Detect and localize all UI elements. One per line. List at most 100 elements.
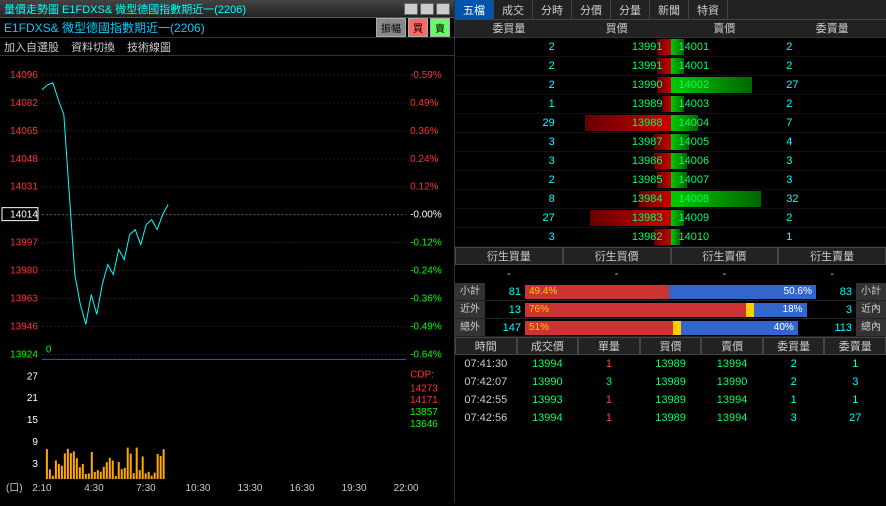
window-title: 量價走勢圖 E1FDXS& 微型德國指數期近一(2206) [4,1,246,17]
derived-header: 衍生賣價 [671,247,779,265]
svg-text:14096: 14096 [10,70,38,81]
tt-qty: 1 [578,391,640,409]
svg-text:13857: 13857 [410,407,438,418]
ob-cell: 14008 [671,193,779,205]
derived-header: 衍生買量 [455,247,563,265]
minimize-icon[interactable]: ▭ [420,3,434,15]
tab[interactable]: 分時 [533,0,572,20]
svg-text:19:30: 19:30 [342,483,367,494]
sell-button[interactable]: 賣 [430,18,450,37]
ob-cell: 13986 [563,155,671,167]
summary-val-left: 13 [485,304,525,316]
svg-text:-0.36%: -0.36% [410,293,442,304]
svg-text:14273: 14273 [410,383,438,394]
menu-item[interactable]: 資料切換 [71,39,115,55]
tab[interactable]: 分價 [572,0,611,20]
svg-text:4:30: 4:30 [84,483,104,494]
tt-time: 07:41:30 [455,355,517,373]
summary-bar-red: 76% [525,303,746,317]
ob-cell: 1 [778,231,886,243]
ob-header-cell: 賣價 [671,20,779,37]
trade-row: 07:42:56 13994 1 13989 13994 3 27 [455,409,886,427]
tt-ask: 13994 [701,355,763,373]
ob-cell: 2 [778,98,886,110]
ob-cell: 13991 [563,41,671,53]
svg-text:(口): (口) [6,483,23,494]
ob-cell: 13984 [563,193,671,205]
ob-cell: 14009 [671,212,779,224]
sub-header: E1FDXS& 微型德國指數期近一(2206) 振幅 買 賣 [0,18,454,38]
tab[interactable]: 分量 [611,0,650,20]
ob-cell: 13989 [563,98,671,110]
svg-text:0: 0 [46,344,52,355]
ob-cell: 13987 [563,136,671,148]
tt-header: 買價 [640,337,702,355]
summary-val-left: 81 [485,286,525,298]
svg-text:14082: 14082 [10,98,38,109]
ob-cell: 14003 [671,98,779,110]
close-icon[interactable]: ✕ [436,3,450,15]
ob-header-cell: 委賣量 [778,20,886,37]
tt-av: 27 [824,409,886,427]
ob-cell: 13988 [563,117,671,129]
svg-text:CDP:: CDP: [410,369,434,380]
ob-cell: 14002 [671,79,779,91]
summary-bar-red: 49.4% [525,285,669,299]
tab[interactable]: 成交 [494,0,533,20]
ob-cell: 2 [778,212,886,224]
tt-av: 1 [824,391,886,409]
summary-label-left: 近外 [455,301,485,318]
ob-cell: 3 [455,155,563,167]
amplitude-button[interactable]: 振幅 [376,18,406,37]
tt-bv: 3 [763,409,825,427]
title-bar: 量價走勢圖 E1FDXS& 微型德國指數期近一(2206) ❐ ▭ ✕ [0,0,454,18]
tab[interactable]: 新聞 [650,0,689,20]
summary-label-right: 小計 [856,283,886,300]
tt-qty: 1 [578,355,640,373]
orderbook-row: 113989140032 [455,95,886,114]
svg-text:0.12%: 0.12% [410,182,438,193]
menu-item[interactable]: 技術線圖 [127,39,171,55]
ob-cell: 14006 [671,155,779,167]
ob-cell: 13985 [563,174,671,186]
restore-icon[interactable]: ❐ [404,3,418,15]
tt-time: 07:42:56 [455,409,517,427]
tab[interactable]: 特資 [689,0,728,20]
trade-row: 07:42:07 13990 3 13989 13990 2 3 [455,373,886,391]
ob-cell: 13983 [563,212,671,224]
svg-text:9: 9 [32,437,38,448]
orderbook-row: 2713983140092 [455,209,886,228]
tt-header: 單量 [578,337,640,355]
svg-text:14031: 14031 [10,182,38,193]
orderbook-row: 213991140012 [455,38,886,57]
ob-cell: 3 [778,174,886,186]
derived-val: - [778,265,886,283]
tabs: 五檔成交分時分價分量新聞特資 [455,0,886,20]
tt-qty: 1 [578,409,640,427]
tab[interactable]: 五檔 [455,0,494,20]
svg-text:13997: 13997 [10,238,38,249]
ob-cell: 27 [778,79,886,91]
summary-bar-yellow [746,303,754,317]
ob-cell: 3 [455,136,563,148]
orderbook-row: 213991140012 [455,57,886,76]
tt-price: 13993 [517,391,579,409]
ob-cell: 14007 [671,174,779,186]
tt-ask: 13994 [701,391,763,409]
svg-text:13946: 13946 [10,321,38,332]
tt-time: 07:42:55 [455,391,517,409]
orderbook-row: 213985140073 [455,171,886,190]
buy-button[interactable]: 買 [408,18,428,37]
trade-row: 07:42:55 13993 1 13989 13994 1 1 [455,391,886,409]
svg-text:16:30: 16:30 [290,483,315,494]
ob-cell: 29 [455,117,563,129]
derived-val: - [455,265,563,283]
svg-text:10:30: 10:30 [186,483,211,494]
svg-text:-0.12%: -0.12% [410,238,442,249]
svg-text:27: 27 [27,371,39,382]
summary-label-right: 近內 [856,301,886,318]
ob-cell: 14005 [671,136,779,148]
menu-item[interactable]: 加入自選股 [4,39,59,55]
summary-row: 近外 13 76% 18% 3 近內 [455,301,886,319]
svg-text:15: 15 [27,415,39,426]
